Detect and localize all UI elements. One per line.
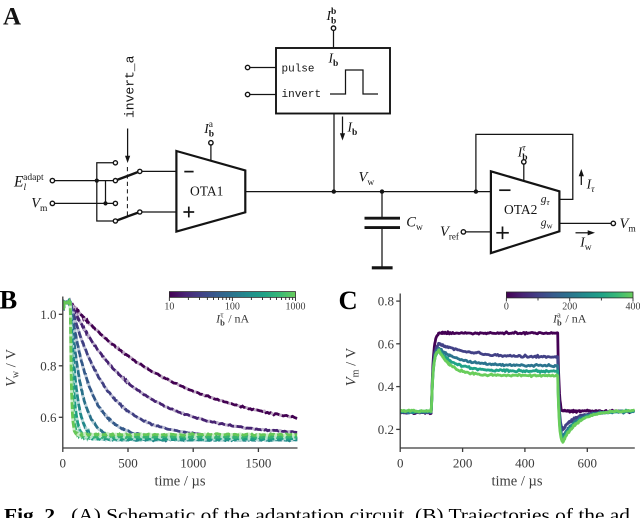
svg-text:C: C [339,285,358,315]
svg-text:Ib: Ib [347,120,358,139]
svg-text:0.4: 0.4 [378,379,395,394]
svg-text:Fig. 2. (A) Schematic of the: Fig. 2. (A) Schematic of the adaptation … [4,506,631,518]
svg-text:10: 10 [164,302,174,313]
svg-text:OTA2: OTA2 [504,202,537,217]
svg-text:Ibτ: Ibτ [517,144,528,164]
svg-text:gw: gw [541,217,554,231]
svg-text:Vw / V: Vw / V [4,349,22,387]
svg-text:200: 200 [453,456,473,471]
svg-text:1000: 1000 [180,456,206,471]
svg-text:OTA1: OTA1 [190,184,223,199]
svg-text:A: A [3,4,21,31]
svg-text:Iτ: Iτ [586,177,596,195]
svg-text:1500: 1500 [245,456,271,471]
svg-text:B: B [0,285,17,315]
svg-text:0.6: 0.6 [40,410,57,425]
svg-text:400: 400 [626,302,640,313]
svg-text:0: 0 [397,456,404,471]
svg-text:600: 600 [578,456,598,471]
svg-text:Iba / nA: Iba / nA [552,309,587,327]
svg-text:pulse: pulse [282,64,315,76]
svg-text:time / µs: time / µs [491,474,542,490]
svg-text:0.6: 0.6 [378,336,395,351]
svg-text:Ibb: Ibb [326,7,337,27]
svg-text:500: 500 [118,456,138,471]
svg-text:0.2: 0.2 [378,422,394,437]
svg-text:1000: 1000 [286,302,306,313]
svg-text:200: 200 [562,302,577,313]
svg-text:400: 400 [515,456,535,471]
svg-text:Ibτ / nA: Ibτ / nA [215,309,249,327]
svg-text:gτ: gτ [541,194,551,208]
svg-text:0.8: 0.8 [40,358,56,373]
svg-text:0: 0 [504,302,509,313]
svg-text:invert_a: invert_a [123,55,138,118]
svg-text:100: 100 [225,302,240,313]
svg-text:time / µs: time / µs [154,474,205,490]
svg-text:invert: invert [282,89,322,101]
svg-text:1.0: 1.0 [40,307,56,322]
svg-text:0.8: 0.8 [378,294,394,309]
svg-text:0: 0 [60,456,67,471]
svg-text:Iba: Iba [203,120,214,140]
svg-text:Vm / V: Vm / V [344,347,362,386]
svg-text:Ib: Ib [328,51,339,70]
